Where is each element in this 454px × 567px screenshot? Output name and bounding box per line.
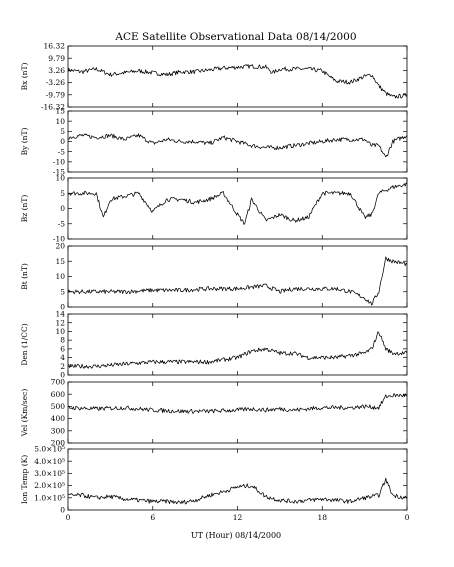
y-tick-label: 6 <box>60 344 65 353</box>
y-axis-title: Vel (Km/sec) <box>20 389 29 438</box>
series-line <box>67 393 408 414</box>
y-tick-label: 14 <box>55 310 65 319</box>
y-axis-title: Bz (nT) <box>20 195 29 223</box>
y-tick-label: 300 <box>51 426 66 435</box>
y-tick-label: 20 <box>55 242 65 251</box>
y-axis-title: Ion Temp (K) <box>20 455 29 504</box>
chart-title: ACE Satellite Observational Data 08/14/2… <box>114 31 356 43</box>
y-tick-label: 15 <box>55 257 65 266</box>
y-tick-label: 4.0×10⁵ <box>34 457 65 466</box>
y-tick-label: 700 <box>51 378 66 387</box>
y-axis-title: By (nT) <box>20 128 29 156</box>
y-tick-label: 600 <box>51 390 66 399</box>
panel-4: 20 15 10 5 0 Bt (nT) <box>20 242 408 312</box>
x-tick-label: 0 <box>405 513 410 522</box>
panel-frame <box>67 177 408 240</box>
y-tick-label: 0 <box>60 137 65 146</box>
y-tick-label: 2 <box>60 362 65 371</box>
series-line <box>67 64 408 99</box>
y-tick-label: 5.0×10⁵ <box>34 445 65 454</box>
y-tick-label: 500 <box>51 402 66 411</box>
y-tick-label: 4 <box>60 353 65 362</box>
y-tick-label: 16.32 <box>44 42 66 51</box>
x-tick-label: 12 <box>233 513 243 522</box>
y-tick-label: -10 <box>53 235 65 244</box>
y-tick-label: -5 <box>58 219 66 228</box>
y-tick-label: 2.0×10⁵ <box>34 481 65 490</box>
y-tick-label: 1.0×10⁵ <box>34 493 65 502</box>
y-tick-label: 10 <box>55 174 65 183</box>
y-tick-label: 0 <box>60 303 65 312</box>
y-tick-label: -10 <box>53 157 65 166</box>
series-line <box>67 331 408 369</box>
y-tick-label: -15 <box>53 168 65 177</box>
y-tick-label: 5 <box>60 189 65 198</box>
series-line <box>67 182 408 225</box>
y-tick-label: -3.26 <box>46 78 65 87</box>
y-tick-label: 10 <box>55 327 65 336</box>
panel-frame <box>67 245 408 308</box>
y-axis-title: Bt (nT) <box>20 263 29 290</box>
panel-frame <box>67 45 408 108</box>
y-tick-label: 200 <box>51 439 66 448</box>
panel-6: 700 600 500 400 300 200 Vel (Km/sec) <box>20 378 408 448</box>
y-tick-label: 10 <box>55 272 65 281</box>
y-axis-title: Bx (nT) <box>20 63 29 91</box>
y-tick-label: 3.26 <box>48 66 65 75</box>
series-line <box>67 133 408 158</box>
y-tick-label: 9.79 <box>48 54 65 63</box>
y-tick-label: 3.0×10⁵ <box>34 469 65 478</box>
y-tick-label: 400 <box>51 414 66 423</box>
y-tick-label: -16.32 <box>41 103 65 112</box>
y-tick-label: 0 <box>60 204 65 213</box>
y-tick-label: 5 <box>60 287 65 296</box>
y-tick-label: 0 <box>60 506 65 515</box>
y-tick-label: 10 <box>55 117 65 126</box>
panel-frame <box>67 313 408 376</box>
panel-7: 5.0×10⁵ 4.0×10⁵ 3.0×10⁵ 2.0×10⁵ 1.0×10⁵ 0 Ion … <box>20 445 408 515</box>
y-tick-label: -5 <box>58 147 66 156</box>
y-tick-label: -9.79 <box>46 90 65 99</box>
x-tick-label: 18 <box>317 513 327 522</box>
series-line <box>67 256 408 306</box>
x-axis-title: UT (Hour) 08/14/2000 <box>191 531 281 540</box>
panel-frame <box>67 381 408 444</box>
y-tick-label: 12 <box>55 318 65 327</box>
y-tick-label: 8 <box>60 336 65 345</box>
panel-3: 10 5 0 -5 -10 Bz (nT) <box>20 174 408 244</box>
y-axis-title: Den (1/CC) <box>20 323 29 365</box>
panel-1: 16.32 9.79 3.26 -3.26 -9.79 -16.32 Bx (nT) <box>20 42 408 112</box>
y-tick-label: 0 <box>60 371 65 380</box>
x-tick-label: 6 <box>150 513 155 522</box>
y-tick-label: 5 <box>60 127 65 136</box>
series-line <box>67 477 408 505</box>
x-tick-label: 0 <box>66 513 71 522</box>
y-tick-label: 15 <box>55 107 65 116</box>
